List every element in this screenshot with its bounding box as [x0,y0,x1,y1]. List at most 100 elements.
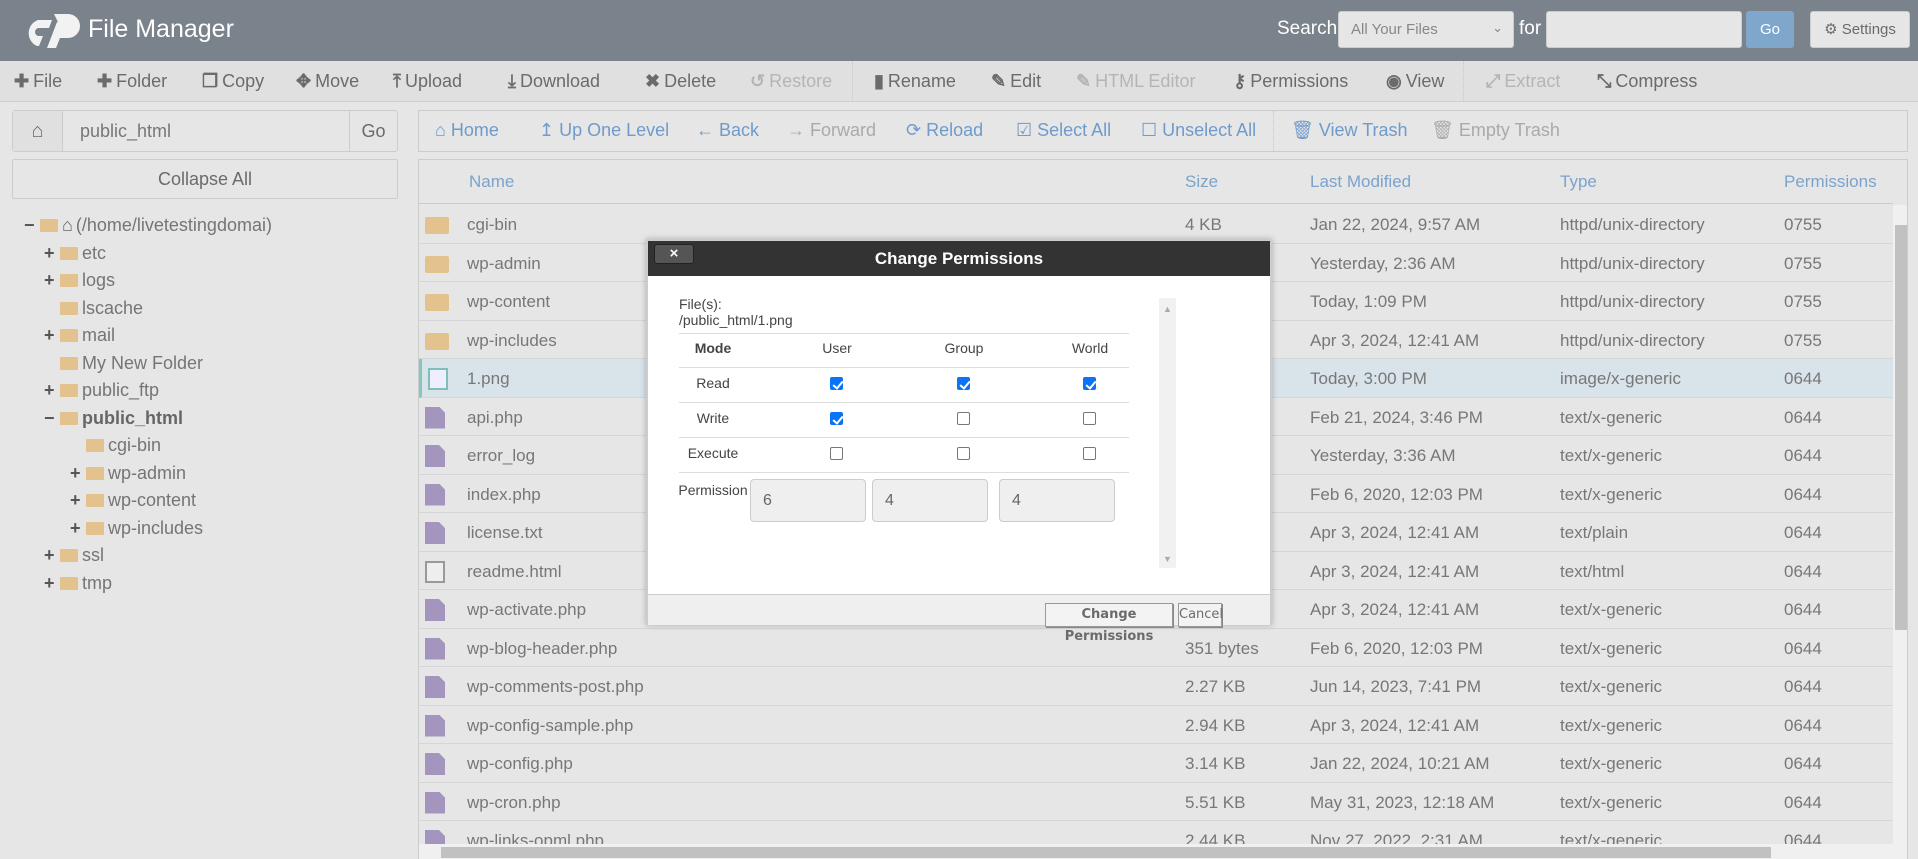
upload-button[interactable]: ⤒ Upload [393,71,462,92]
permission-user-input[interactable]: 6 [750,479,866,522]
tree-item[interactable]: + tmp [44,570,112,597]
vertical-scrollbar[interactable] [1893,205,1907,859]
new-folder-button[interactable]: ✚ Folder [97,71,167,92]
expand-icon[interactable]: + [44,572,55,593]
tree-item[interactable]: + mail [44,322,115,349]
extract-button[interactable]: ⤢ Extract [1486,71,1560,92]
expand-icon[interactable]: + [70,517,81,538]
scrollbar-thumb[interactable] [1895,225,1907,630]
home-icon[interactable]: ⌂ [13,111,63,151]
tree-item[interactable]: + etc [44,240,106,267]
empty-trash-button[interactable]: 🗑 Empty Trash [1431,120,1560,141]
table-row[interactable]: license.txt Apr 3, 2024, 12:41 AM text/pla… [419,513,1893,552]
horizontal-scrollbar[interactable] [419,844,1893,859]
execute-world-checkbox[interactable] [1083,447,1096,460]
download-button[interactable]: ⤓ Download [508,71,600,92]
close-icon[interactable]: × [654,244,694,264]
search-go-button[interactable]: Go [1746,11,1794,48]
table-row[interactable]: wp-cron.php 5.51 KB May 31, 2023, 12:18 AM… [419,783,1893,821]
tree-item[interactable]: + ssl [44,542,104,569]
html-editor-button[interactable]: ✎ HTML Editor [1076,71,1195,92]
cell-name: wp-config-sample.php [467,715,634,735]
table-row[interactable]: cgi-bin 4 KB Jan 22, 2024, 9:57 AM httpd/un… [419,205,1893,244]
expand-icon[interactable]: + [44,325,55,345]
scroll-up-icon[interactable]: ▲ [1163,304,1172,314]
write-group-checkbox[interactable] [957,412,970,425]
tree-item[interactable]: + wp-admin [70,460,186,487]
tree-item[interactable]: + logs [44,267,115,294]
expand-icon[interactable]: + [44,380,55,400]
rename-button[interactable]: ▮ Rename [874,71,956,92]
expand-icon[interactable]: + [44,242,55,263]
write-world-checkbox[interactable] [1083,412,1096,425]
cell-name: error_log [467,446,536,465]
move-button[interactable]: ✥ Move [296,71,359,92]
change-permissions-button[interactable]: Change Permissions [1045,603,1173,644]
expand-icon[interactable]: + [70,462,81,483]
table-row[interactable]: wp-config.php 3.14 KB Jan 22, 2024, 10:21 … [419,744,1893,783]
read-group-checkbox[interactable] [957,377,970,390]
view-trash-button[interactable]: 🗑 View Trash [1291,120,1408,141]
tree-item[interactable]: lscache [44,295,143,322]
permissions-button[interactable]: ⚷ Permissions [1233,71,1348,92]
collapse-icon[interactable]: − [44,407,55,428]
tree-item[interactable]: My New Folder [44,350,203,377]
tree-item[interactable]: + wp-includes [70,515,203,542]
select-all-button[interactable]: ☑ Select All [1016,120,1111,141]
home-button[interactable]: ⌂ Home [435,120,499,141]
copy-button[interactable]: ❐ Copy [202,71,264,92]
execute-group-checkbox[interactable] [957,447,970,460]
table-row[interactable]: wp-comments-post.php 2.27 KB Jun 14, 2023,… [419,667,1893,706]
up-one-level-button[interactable]: ↥ Up One Level [539,120,669,141]
column-type[interactable]: Type [1560,172,1597,191]
edit-button[interactable]: ✎ Edit [991,71,1041,92]
permission-world-input[interactable]: 4 [999,479,1115,522]
execute-user-checkbox[interactable] [830,447,843,460]
path-go-button[interactable]: Go [349,111,397,151]
unselect-all-button[interactable]: ☐ Unselect All [1141,120,1256,141]
table-row[interactable]: wp-config-sample.php 2.94 KB Apr 3, 2024, … [419,706,1893,744]
collapse-icon[interactable]: − [24,215,35,235]
label: View Trash [1318,120,1408,140]
expand-icon[interactable]: + [70,490,81,510]
write-user-checkbox[interactable] [830,412,843,425]
read-world-checkbox[interactable] [1083,377,1096,390]
tree-item[interactable]: + public_ftp [44,377,159,404]
tree-item[interactable]: + wp-content [70,487,196,514]
search-scope-select[interactable]: All Your Files ⌄ [1338,11,1514,48]
label: Move [315,71,360,91]
folder-open-icon [40,219,58,232]
label: HTML Editor [1095,71,1196,91]
divider [852,61,853,102]
tree-item[interactable]: − public_html [44,405,183,432]
scrollbar-thumb[interactable] [441,847,1771,858]
new-file-button[interactable]: ✚ File [14,71,62,92]
delete-button[interactable]: ✖ Delete [645,71,716,92]
search-input[interactable] [1546,11,1742,48]
table-row[interactable]: wp-blog-header.php 351 bytes Feb 6, 2020, … [419,629,1893,667]
dialog-scrollbar[interactable]: ▲ ▼ [1159,298,1176,568]
column-last-modified[interactable]: Last Modified [1310,172,1412,191]
tree-item[interactable]: cgi-bin [70,432,161,459]
view-button[interactable]: ◉ View [1386,71,1444,92]
collapse-all-button[interactable]: Collapse All [12,159,398,199]
column-name[interactable]: Name [469,172,515,191]
reload-button[interactable]: ⟳ Reload [906,120,983,141]
column-permissions[interactable]: Permissions [1784,172,1877,191]
cancel-button[interactable]: Cancel [1178,603,1223,627]
path-input[interactable]: public_html [80,121,172,141]
column-size[interactable]: Size [1185,172,1219,191]
scroll-down-icon[interactable]: ▼ [1163,554,1172,564]
back-button[interactable]: ← Back [696,120,759,141]
restore-button[interactable]: ↺ Restore [750,71,832,92]
cell-modified: Apr 3, 2024, 12:41 AM [1310,600,1480,619]
tree-item[interactable]: − ⌂ (/home/livetestingdomai) [24,212,272,239]
table-row[interactable]: wp-activate.php Apr 3, 2024, 12:41 AM text… [419,590,1893,629]
read-user-checkbox[interactable] [830,377,843,390]
settings-button[interactable]: ⚙ Settings [1810,11,1910,48]
expand-icon[interactable]: + [44,270,55,290]
forward-button[interactable]: → Forward [787,120,876,141]
compress-button[interactable]: ⤡ Compress [1597,71,1697,92]
expand-icon[interactable]: + [44,545,55,565]
permission-group-input[interactable]: 4 [872,479,988,522]
